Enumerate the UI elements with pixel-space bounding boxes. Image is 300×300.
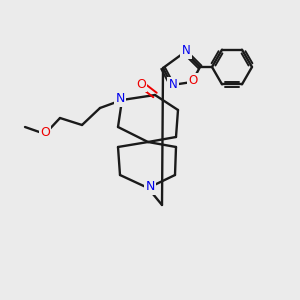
Text: O: O	[188, 74, 198, 88]
Text: O: O	[40, 127, 50, 140]
Text: N: N	[169, 79, 177, 92]
Text: N: N	[145, 181, 155, 194]
Text: O: O	[136, 77, 146, 91]
Text: N: N	[115, 92, 125, 106]
Text: N: N	[182, 44, 190, 58]
